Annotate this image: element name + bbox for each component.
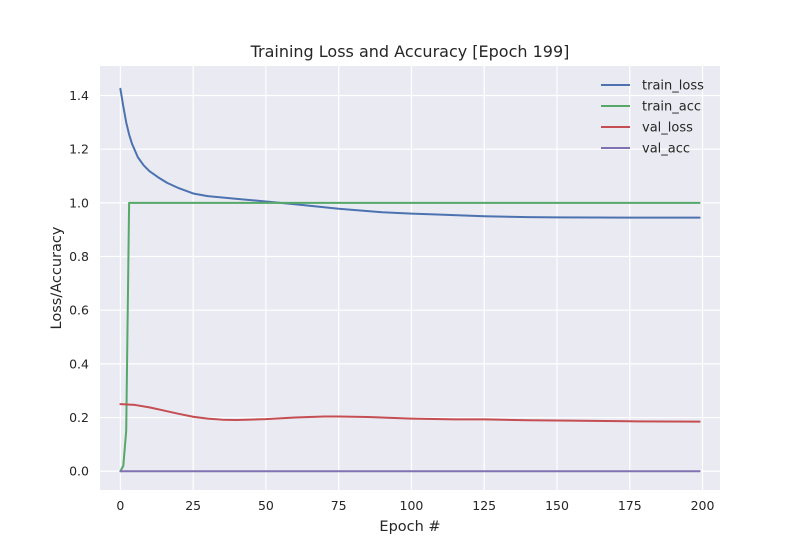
x-tick-label: 200 bbox=[691, 498, 715, 513]
x-tick-label: 100 bbox=[400, 498, 424, 513]
legend-label-val-acc: val_acc bbox=[642, 142, 690, 157]
y-tick-label: 0.6 bbox=[69, 303, 89, 318]
x-axis-label: Epoch # bbox=[379, 519, 440, 535]
x-tick-label: 175 bbox=[618, 498, 642, 513]
legend-label-train-acc: train_acc bbox=[642, 100, 701, 115]
series-line-train-acc bbox=[119, 201, 701, 473]
series-line-train-loss bbox=[119, 87, 701, 219]
y-tick-label: 0.0 bbox=[69, 464, 89, 479]
x-tick-label: 0 bbox=[116, 498, 124, 513]
x-tick-label: 75 bbox=[331, 498, 347, 513]
y-tick-label: 0.2 bbox=[69, 410, 89, 425]
x-tick-labels: 0 25 50 75 100 125 150 175 200 bbox=[116, 498, 714, 513]
x-tick-label: 50 bbox=[258, 498, 274, 513]
y-tick-label: 0.8 bbox=[69, 249, 89, 264]
y-tick-labels: 0.0 0.2 0.4 0.6 0.8 1.0 1.2 1.4 bbox=[69, 88, 89, 479]
x-tick-label: 25 bbox=[185, 498, 201, 513]
legend: train_loss train_acc val_loss val_acc bbox=[601, 79, 704, 157]
legend-label-train-loss: train_loss bbox=[642, 79, 704, 94]
x-tick-label: 150 bbox=[545, 498, 569, 513]
y-tick-label: 1.2 bbox=[69, 142, 89, 157]
y-tick-label: 1.4 bbox=[69, 88, 89, 103]
series-lines bbox=[119, 87, 701, 473]
chart-title: Training Loss and Accuracy [Epoch 199] bbox=[250, 42, 570, 61]
grid-x bbox=[119, 66, 704, 490]
y-tick-label: 1.0 bbox=[69, 195, 89, 210]
legend-label-val-loss: val_loss bbox=[642, 121, 693, 136]
x-tick-label: 125 bbox=[472, 498, 496, 513]
series-line-val-loss bbox=[119, 403, 701, 423]
y-axis-label: Loss/Accuracy bbox=[49, 226, 65, 329]
y-tick-label: 0.4 bbox=[69, 356, 89, 371]
